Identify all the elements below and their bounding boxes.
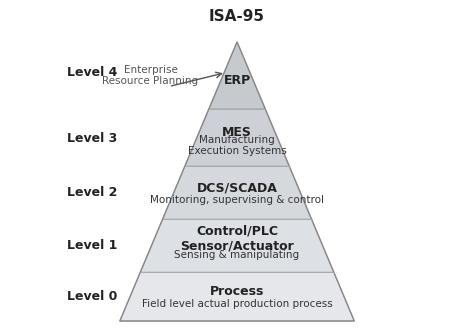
Text: DCS/SCADA: DCS/SCADA xyxy=(197,181,277,194)
Text: Level 2: Level 2 xyxy=(67,186,117,199)
Text: Field level actual production process: Field level actual production process xyxy=(142,299,332,310)
Polygon shape xyxy=(120,272,354,321)
Text: Sensing & manipulating: Sensing & manipulating xyxy=(175,251,299,260)
Text: Enterprise
Resource Planning: Enterprise Resource Planning xyxy=(102,65,198,86)
Text: Level 3: Level 3 xyxy=(67,132,117,145)
Text: Level 4: Level 4 xyxy=(67,66,117,79)
Text: ERP: ERP xyxy=(224,74,251,87)
Polygon shape xyxy=(141,219,334,272)
Polygon shape xyxy=(185,109,289,166)
Text: Level 0: Level 0 xyxy=(67,290,117,303)
Text: Manufacturing
Execution Systems: Manufacturing Execution Systems xyxy=(188,135,286,156)
Polygon shape xyxy=(163,166,312,219)
Text: Monitoring, supervising & control: Monitoring, supervising & control xyxy=(150,195,324,205)
Text: Process: Process xyxy=(210,285,264,298)
Text: ISA-95: ISA-95 xyxy=(209,9,265,24)
Text: Control/PLC
Sensor/Actuator: Control/PLC Sensor/Actuator xyxy=(180,225,294,253)
Text: Level 1: Level 1 xyxy=(67,239,117,252)
Polygon shape xyxy=(209,42,265,109)
Text: MES: MES xyxy=(222,126,252,139)
